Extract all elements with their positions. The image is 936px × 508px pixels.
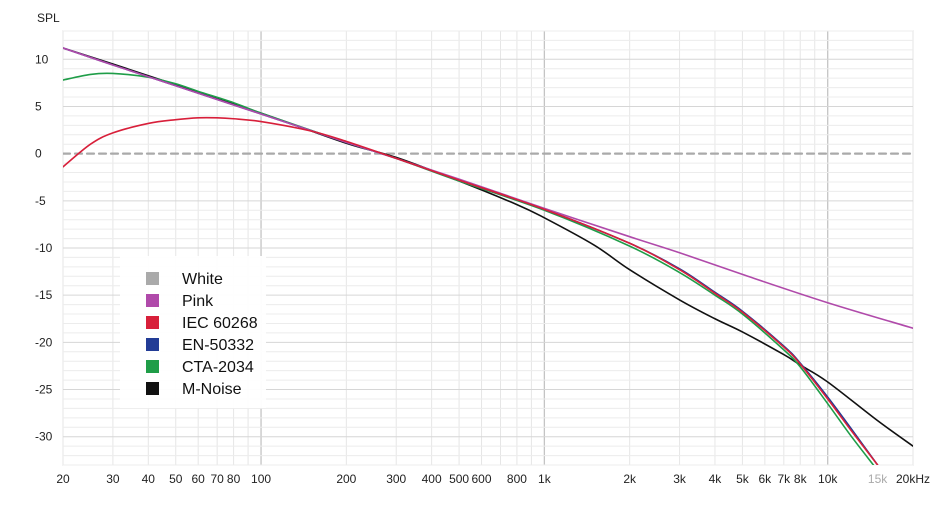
x-tick-label: 10k [818,472,838,486]
x-tick-label: 30 [106,472,120,486]
x-tick-label: 50 [169,472,183,486]
y-tick-label: 10 [35,52,49,66]
x-tick-label: 100 [251,472,271,486]
x-tick-label: 3k [673,472,687,486]
y-tick-label: -10 [35,241,53,255]
series-line-pink [63,47,913,329]
legend-label: Pink [182,293,214,310]
x-tick-label: 7k [777,472,791,486]
legend: White Pink IEC 60268 EN-50332 CTA-2034 M-Nois… [120,256,266,408]
y-tick-label: -20 [35,335,53,349]
legend-swatch [146,272,159,285]
legend-swatch [146,338,159,351]
y-tick-label: -5 [35,194,46,208]
legend-label: EN-50332 [182,337,254,354]
x-tick-label: 20 [56,472,70,486]
x-tick-label: 600 [472,472,492,486]
y-tick-label: 5 [35,99,42,113]
legend-label: CTA-2034 [182,359,254,376]
legend-label: White [182,271,223,288]
y-tick-label: -30 [35,430,53,444]
x-tick-label: 15k [868,472,888,486]
x-tick-label: 8k [794,472,808,486]
y-tick-label: 0 [35,147,42,161]
legend-swatch [146,316,159,329]
legend-box [120,256,266,408]
series-line-cta-2034 [63,72,875,465]
x-tick-label: 20kHz [896,472,930,486]
legend-label: IEC 60268 [182,315,258,332]
x-tick-label: 1k [538,472,552,486]
x-tick-label: 4k [709,472,723,486]
tick-labels: 20 30 40 50 60 70 80 100 200 300 400 500 600 800 1k 2k 3… [35,52,930,486]
x-tick-label: 80 [227,472,241,486]
x-tick-label: 40 [142,472,156,486]
x-tick-label: 6k [759,472,773,486]
series-lines [63,47,913,465]
x-tick-label: 5k [736,472,750,486]
x-tick-label: 2k [623,472,637,486]
y-tick-label: -25 [35,383,53,397]
legend-swatch [146,360,159,373]
x-tick-label: 300 [386,472,406,486]
x-tick-label: 500 [449,472,469,486]
legend-swatch [146,382,159,395]
y-tick-label: -15 [35,288,53,302]
legend-label: M-Noise [182,381,242,398]
series-line-iec-60268 [63,116,879,465]
y-axis-title: SPL [37,11,60,25]
x-tick-label: 200 [336,472,356,486]
x-tick-label: 70 [210,472,224,486]
legend-swatch [146,294,159,307]
x-tick-label: 60 [192,472,206,486]
x-tick-label: 400 [422,472,442,486]
x-tick-label: 800 [507,472,527,486]
